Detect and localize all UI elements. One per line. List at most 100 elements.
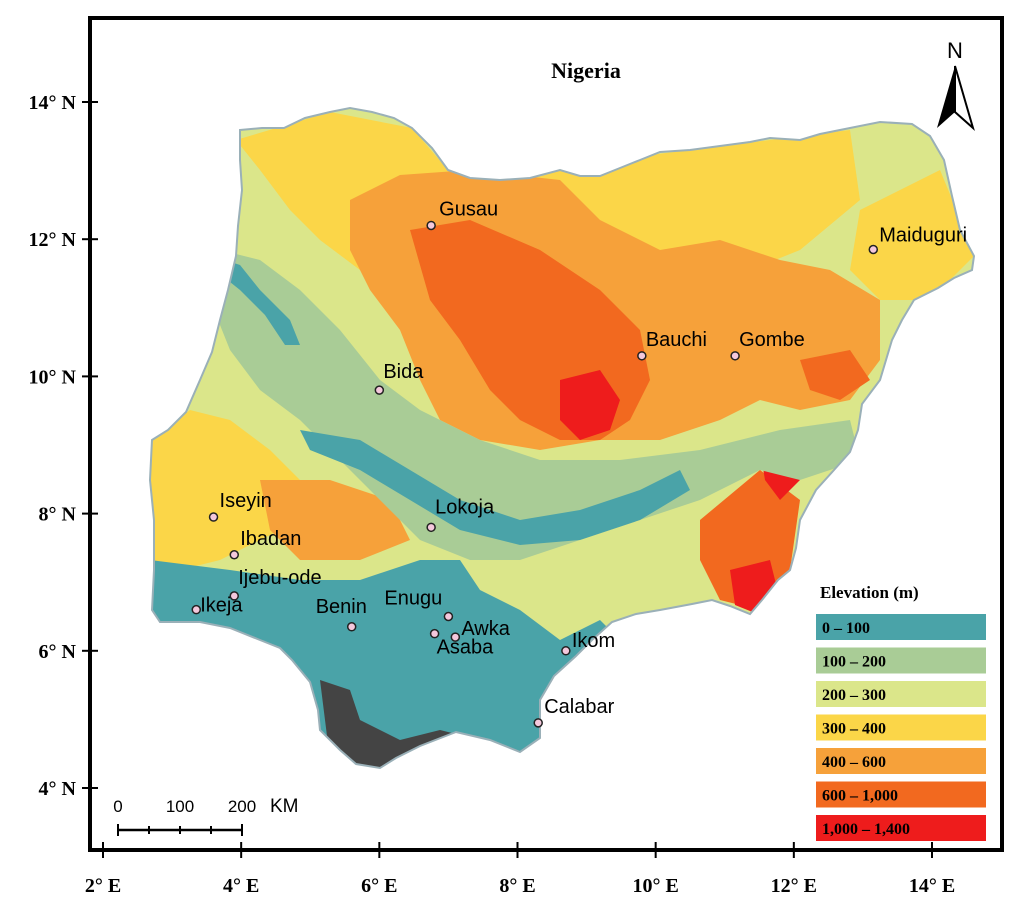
longitude-axis: 2° E 4° E 6° E 8° E 10° E 12° E 14° E: [85, 842, 955, 897]
map-title: Nigeria: [551, 58, 621, 83]
legend-label: 0 – 100: [822, 620, 870, 637]
scale-bar-tick-0: 0: [113, 797, 122, 816]
city-marker: [730, 351, 740, 361]
latitude-label: 10° N: [29, 366, 77, 388]
city-label: Benin: [316, 596, 367, 618]
city-label: Lokoja: [435, 496, 495, 518]
city-asaba: Asaba: [429, 628, 495, 659]
elevation-zone-0-100-sokoto-river: [210, 255, 300, 345]
city-label: Iseyin: [220, 490, 272, 512]
city-label: Enugu: [384, 588, 442, 610]
city-calabar: Calabar: [533, 696, 615, 728]
scale-bar-unit: KM: [270, 796, 299, 817]
legend-label: 600 – 1,000: [822, 788, 898, 805]
legend-swatch: [816, 815, 986, 841]
elevation-zone-300-400-northeast: [850, 170, 974, 300]
elevation-zone-100-200-basin: [210, 250, 860, 560]
city-label: Maiduguri: [879, 224, 967, 246]
city-marker: [229, 550, 240, 560]
city-label: Gombe: [739, 329, 805, 351]
city-enugu: Enugu: [384, 588, 454, 622]
elevation-zone-300-400-west: [150, 410, 300, 570]
legend-swatch: [816, 781, 986, 808]
city-marker: [637, 351, 647, 361]
city-marker: [374, 385, 385, 395]
longitude-label: 8° E: [499, 875, 535, 897]
scale-bar-tick-100: 100: [166, 797, 194, 816]
legend-swatch: [816, 681, 986, 707]
elevation-zone-600-1000-northeast: [800, 350, 870, 400]
city-marker: [426, 220, 436, 231]
longitude-label: 14° E: [909, 875, 955, 897]
legend-title: Elevation (m): [820, 583, 919, 602]
latitude-label: 8° N: [39, 504, 77, 526]
city-marker: [868, 244, 879, 255]
city-marker: [208, 512, 219, 522]
latitude-axis: 14° N 12° N 10° N 8° N 6° N 4° N: [29, 92, 98, 800]
city-ijebu-ode: Ijebu-ode: [229, 567, 322, 601]
legend-swatch: [816, 647, 986, 674]
city-label: Ibadan: [240, 528, 301, 550]
city-label: Ijebu-ode: [238, 567, 321, 589]
elevation-zone-0-100-niger-benue: [300, 430, 690, 545]
city-marker: [429, 628, 440, 639]
elevation-zone-600-1000-east: [700, 470, 800, 610]
legend-label: 100 – 200: [822, 654, 886, 671]
legend-swatch: [816, 748, 986, 774]
legend-swatch: [816, 714, 986, 741]
city-maiduguri: Maiduguri: [868, 224, 967, 255]
city-marker: [443, 611, 454, 622]
city-marker: [191, 604, 202, 615]
city-bauchi: Bauchi: [637, 329, 707, 361]
elevation-zone-1000-1400-jos-peak: [560, 370, 620, 440]
city-ikeja: Ikeja: [191, 595, 243, 617]
city-iseyin: Iseyin: [208, 490, 272, 522]
city-marker: [426, 522, 436, 533]
city-marker: [450, 632, 461, 642]
north-arrow-left-half: [937, 66, 955, 128]
city-label: Ikeja: [200, 595, 243, 617]
longitude-label: 4° E: [223, 875, 259, 897]
longitude-label: 6° E: [361, 875, 397, 897]
city-benin: Benin: [316, 596, 367, 632]
latitude-label: 14° N: [29, 92, 77, 114]
city-label: Ikom: [572, 630, 615, 652]
legend-label: 1,000 – 1,400: [822, 821, 910, 838]
legend-swatch: [816, 614, 986, 640]
city-ibadan: Ibadan: [229, 528, 301, 560]
city-lokoja: Lokoja: [426, 496, 495, 533]
city-ikom: Ikom: [561, 630, 615, 656]
scale-bar: 0 100 200 KM: [113, 796, 299, 836]
city-marker: [533, 718, 543, 728]
north-arrow-label: N: [947, 38, 963, 63]
legend-items: 0 – 100 100 – 200 200 – 300 300 – 400 400 – …: [816, 614, 986, 841]
city-awka: Awka: [450, 618, 511, 642]
longitude-label: 10° E: [632, 875, 678, 897]
longitude-label: 12° E: [771, 875, 817, 897]
north-arrow-right-half: [954, 65, 975, 132]
city-label: Bida: [383, 361, 424, 383]
city-label: Gusau: [439, 198, 498, 220]
city-gusau: Gusau: [426, 198, 498, 231]
city-label: Calabar: [544, 696, 614, 718]
legend-label: 200 – 300: [822, 687, 886, 704]
city-bida: Bida: [374, 361, 424, 395]
city-gombe: Gombe: [730, 329, 805, 361]
latitude-label: 4° N: [39, 778, 77, 800]
longitude-label: 2° E: [85, 875, 121, 897]
latitude-label: 6° N: [39, 641, 77, 663]
city-label: Awka: [461, 618, 510, 640]
legend-label: 300 – 400: [822, 721, 886, 738]
legend-label: 400 – 600: [822, 754, 886, 771]
city-label: Asaba: [437, 637, 495, 659]
city-marker: [229, 591, 240, 601]
city-markers: Gusau Maiduguri Bauchi Gombe Bida Iseyin Lokoj…: [191, 198, 967, 728]
latitude-label: 12° N: [29, 229, 77, 251]
elevation-legend: Elevation (m) 0 – 100 100 – 200 200 – 300 3…: [806, 576, 986, 842]
city-marker: [561, 646, 571, 656]
elevation-zone-400-600-southwest: [260, 480, 410, 560]
city-marker: [346, 622, 357, 632]
north-arrow: N: [937, 38, 975, 132]
